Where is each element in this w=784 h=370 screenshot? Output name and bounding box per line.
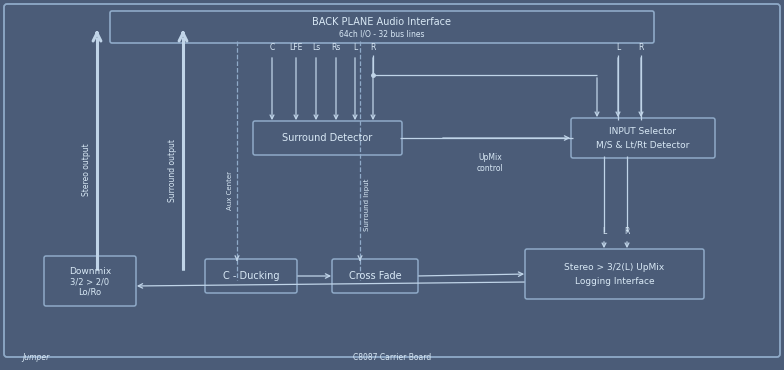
Text: Surround output: Surround output (169, 138, 177, 202)
Text: L: L (602, 228, 606, 236)
Text: L: L (353, 44, 358, 53)
Text: L: L (616, 44, 620, 53)
Text: Stereo > 3/2(L) UpMix: Stereo > 3/2(L) UpMix (564, 262, 665, 272)
Text: M/S & Lt/Rt Detector: M/S & Lt/Rt Detector (597, 141, 690, 149)
FancyBboxPatch shape (253, 121, 402, 155)
Text: 3/2 > 2/0: 3/2 > 2/0 (71, 278, 110, 286)
Text: Lo/Ro: Lo/Ro (78, 287, 102, 296)
Text: Surround Detector: Surround Detector (282, 133, 372, 143)
Text: Cross Fade: Cross Fade (349, 271, 401, 281)
Text: Aux Center: Aux Center (227, 171, 233, 209)
FancyBboxPatch shape (4, 4, 780, 357)
Text: Stereo output: Stereo output (82, 144, 92, 196)
Text: Jumper: Jumper (22, 353, 49, 363)
FancyBboxPatch shape (205, 259, 297, 293)
FancyBboxPatch shape (110, 11, 654, 43)
Text: R: R (624, 228, 630, 236)
Text: Surround Input: Surround Input (364, 179, 370, 231)
Text: 64ch I/O - 32 bus lines: 64ch I/O - 32 bus lines (339, 30, 425, 38)
Text: Ls: Ls (312, 44, 320, 53)
Text: LFE: LFE (289, 44, 303, 53)
Text: BACK PLANE Audio Interface: BACK PLANE Audio Interface (313, 17, 452, 27)
FancyBboxPatch shape (571, 118, 715, 158)
FancyBboxPatch shape (525, 249, 704, 299)
FancyBboxPatch shape (332, 259, 418, 293)
FancyBboxPatch shape (44, 256, 136, 306)
Text: C: C (270, 44, 274, 53)
Text: R: R (638, 44, 644, 53)
Text: R: R (370, 44, 376, 53)
Text: Downmix: Downmix (69, 268, 111, 276)
Text: UpMix
control: UpMix control (477, 153, 503, 173)
Text: Logging Interface: Logging Interface (575, 276, 655, 286)
Text: C - Ducking: C - Ducking (223, 271, 279, 281)
Text: INPUT Selector: INPUT Selector (609, 127, 677, 135)
Text: C8087 Carrier Board: C8087 Carrier Board (353, 353, 431, 363)
Text: Rs: Rs (332, 44, 341, 53)
